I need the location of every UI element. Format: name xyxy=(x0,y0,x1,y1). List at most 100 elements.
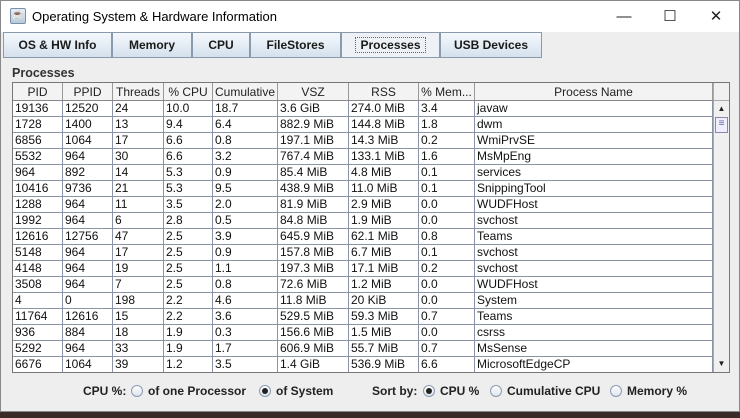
radio-of-system[interactable]: of System xyxy=(259,384,333,398)
table-cell: 964 xyxy=(63,213,113,228)
table-cell: 0.7 xyxy=(419,341,475,356)
table-row[interactable]: 10416 9736 21 5.3 9.5 438.9 MiB 11.0 MiB 0.1 Sni… xyxy=(13,181,713,197)
section-title: Processes xyxy=(12,66,75,80)
table-cell: 2.2 xyxy=(164,309,213,324)
table-cell: 529.5 MiB xyxy=(278,309,349,324)
minimize-button[interactable]: — xyxy=(616,8,632,25)
table-cell: 1992 xyxy=(13,213,63,228)
table-row[interactable]: 12616 12756 47 2.5 3.9 645.9 MiB 62.1 MiB 0.8 Te… xyxy=(13,229,713,245)
table-cell: 24 xyxy=(113,101,164,116)
table-cell: 33 xyxy=(113,341,164,356)
table-cell: 1.9 xyxy=(164,341,213,356)
table-cell: 12616 xyxy=(13,229,63,244)
table-cell: 6856 xyxy=(13,133,63,148)
table-cell: 19136 xyxy=(13,101,63,116)
tab-cpu[interactable]: CPU xyxy=(192,32,250,58)
table-cell: 0.8 xyxy=(213,277,278,292)
table-cell: 19 xyxy=(113,261,164,276)
table-cell: Teams xyxy=(475,309,713,324)
table-cell: 964 xyxy=(63,197,113,212)
table-row[interactable]: 936 884 18 1.9 0.3 156.6 MiB 1.5 MiB 0.0 csrss xyxy=(13,325,713,341)
table-cell: 1.6 xyxy=(419,149,475,164)
table-cell: 0.9 xyxy=(213,165,278,180)
table-row[interactable]: 4148 964 19 2.5 1.1 197.3 MiB 17.1 MiB 0.2 svcho… xyxy=(13,261,713,277)
table-row[interactable]: 3508 964 7 2.5 0.8 72.6 MiB 1.2 MiB 0.0 WUDFHost xyxy=(13,277,713,293)
table-row[interactable]: 4 0 198 2.2 4.6 11.8 MiB 20 KiB 0.0 System xyxy=(13,293,713,309)
column-header[interactable]: % Mem... xyxy=(419,83,475,100)
table-cell: 156.6 MiB xyxy=(278,325,349,340)
table-cell: 12520 xyxy=(63,101,113,116)
tab-usb-devices[interactable]: USB Devices xyxy=(440,32,542,58)
table-row[interactable]: 5148 964 17 2.5 0.9 157.8 MiB 6.7 MiB 0.1 svchos… xyxy=(13,245,713,261)
table-row[interactable]: 5532 964 30 6.6 3.2 767.4 MiB 133.1 MiB 1.6 MsMp… xyxy=(13,149,713,165)
column-header[interactable]: Process Name xyxy=(475,83,713,100)
table-cell: 5.3 xyxy=(164,181,213,196)
radio-selected-icon xyxy=(423,385,435,397)
column-header[interactable]: % CPU xyxy=(164,83,213,100)
table-cell: 1.9 MiB xyxy=(349,213,419,228)
tab-filestores[interactable]: FileStores xyxy=(250,32,341,58)
radio-sort-memory[interactable]: Memory % xyxy=(610,384,687,398)
vertical-scrollbar[interactable]: ▲ ≡ ▼ xyxy=(713,83,729,372)
table-cell: 3.4 xyxy=(419,101,475,116)
table-cell: svchost xyxy=(475,261,713,276)
tab-os-hw-info[interactable]: OS & HW Info xyxy=(3,32,112,58)
table-cell: 11.8 MiB xyxy=(278,293,349,308)
tab-memory[interactable]: Memory xyxy=(112,32,192,58)
table-cell: 13 xyxy=(113,117,164,132)
table-row[interactable]: 1288 964 11 3.5 2.0 81.9 MiB 2.9 MiB 0.0 WUDFHos… xyxy=(13,197,713,213)
table-cell: MicrosoftEdgeCP xyxy=(475,357,713,372)
column-header[interactable]: VSZ xyxy=(278,83,349,100)
scroll-thumb[interactable]: ≡ xyxy=(715,117,728,133)
column-header[interactable]: Cumulative xyxy=(213,83,278,100)
radio-of-one-processor[interactable]: of one Processor xyxy=(131,384,246,398)
table-cell: 936 xyxy=(13,325,63,340)
table-row[interactable]: 11764 12616 15 2.2 3.6 529.5 MiB 59.3 MiB 0.7 Te… xyxy=(13,309,713,325)
table-cell: 3.5 xyxy=(213,357,278,372)
radio-sort-cumulative[interactable]: Cumulative CPU xyxy=(490,384,600,398)
table-row[interactable]: 5292 964 33 1.9 1.7 606.9 MiB 55.7 MiB 0.7 MsSen… xyxy=(13,341,713,357)
table-row[interactable]: 1728 1400 13 9.4 6.4 882.9 MiB 144.8 MiB 1.8 dwm xyxy=(13,117,713,133)
table-cell: 0.1 xyxy=(419,181,475,196)
table-cell: 1728 xyxy=(13,117,63,132)
table-cell: 2.5 xyxy=(164,261,213,276)
table-row[interactable]: 6676 1064 39 1.2 3.5 1.4 GiB 536.9 MiB 6.6 Micro… xyxy=(13,357,713,372)
table-cell: 2.5 xyxy=(164,277,213,292)
table-cell: 17.1 MiB xyxy=(349,261,419,276)
table-cell: 1400 xyxy=(63,117,113,132)
radio-sort-cpu[interactable]: CPU % xyxy=(423,384,479,398)
table-row[interactable]: 6856 1064 17 6.6 0.8 197.1 MiB 14.3 MiB 0.2 WmiP… xyxy=(13,133,713,149)
column-header[interactable]: RSS xyxy=(349,83,419,100)
column-header[interactable]: Threads xyxy=(113,83,164,100)
table-cell: 0.1 xyxy=(419,165,475,180)
table-cell: 1288 xyxy=(13,197,63,212)
scroll-down-icon[interactable]: ▼ xyxy=(717,359,726,368)
table-row[interactable]: 1992 964 6 2.8 0.5 84.8 MiB 1.9 MiB 0.0 svchost xyxy=(13,213,713,229)
table-cell: 645.9 MiB xyxy=(278,229,349,244)
radio-icon xyxy=(131,385,143,397)
table-cell: 0.8 xyxy=(213,133,278,148)
radio-icon xyxy=(490,385,502,397)
table-row[interactable]: 19136 12520 24 10.0 18.7 3.6 GiB 274.0 MiB 3.4 j… xyxy=(13,101,713,117)
table-cell: 964 xyxy=(63,149,113,164)
column-header[interactable]: PPID xyxy=(63,83,113,100)
tab-processes[interactable]: Processes xyxy=(341,32,440,58)
table-cell: 18.7 xyxy=(213,101,278,116)
table-cell: 62.1 MiB xyxy=(349,229,419,244)
table-cell: 0.3 xyxy=(213,325,278,340)
maximize-button[interactable]: ☐ xyxy=(663,8,677,25)
table-cell: 55.7 MiB xyxy=(349,341,419,356)
table-cell: svchost xyxy=(475,213,713,228)
table-row[interactable]: 964 892 14 5.3 0.9 85.4 MiB 4.8 MiB 0.1 services xyxy=(13,165,713,181)
table-cell: 17 xyxy=(113,133,164,148)
table-cell: 274.0 MiB xyxy=(349,101,419,116)
close-button[interactable]: ✕ xyxy=(709,8,723,25)
table-cell: 12616 xyxy=(63,309,113,324)
table-cell: 6.6 xyxy=(164,149,213,164)
table-cell: 198 xyxy=(113,293,164,308)
table-cell: 767.4 MiB xyxy=(278,149,349,164)
table-cell: 4148 xyxy=(13,261,63,276)
column-header[interactable]: PID xyxy=(13,83,63,100)
scroll-up-icon[interactable]: ▲ xyxy=(717,104,726,113)
table-cell: 39 xyxy=(113,357,164,372)
